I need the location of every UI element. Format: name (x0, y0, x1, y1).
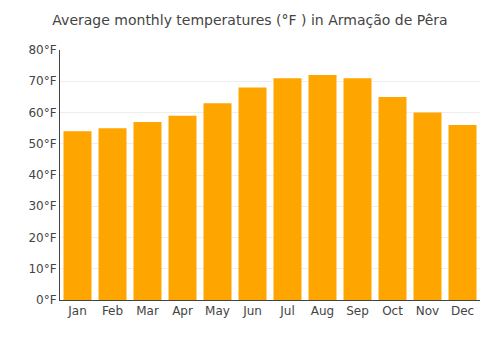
svg-text:May: May (205, 304, 230, 318)
svg-text:Jun: Jun (242, 304, 262, 318)
svg-text:20°F: 20°F (28, 231, 56, 245)
svg-text:60°F: 60°F (28, 106, 56, 120)
svg-text:50°F: 50°F (28, 137, 56, 151)
svg-text:30°F: 30°F (28, 199, 56, 213)
svg-text:Mar: Mar (136, 304, 159, 318)
svg-text:Feb: Feb (102, 304, 123, 318)
svg-text:10°F: 10°F (28, 262, 56, 276)
svg-text:Average monthly temperatures (: Average monthly temperatures (°F ) in Ar… (52, 12, 447, 28)
svg-text:Apr: Apr (172, 304, 193, 318)
svg-text:Nov: Nov (416, 304, 439, 318)
svg-text:Dec: Dec (451, 304, 474, 318)
svg-text:Sep: Sep (346, 304, 369, 318)
svg-text:0°F: 0°F (36, 293, 57, 307)
svg-text:Aug: Aug (311, 304, 334, 318)
svg-text:Oct: Oct (382, 304, 403, 318)
svg-text:70°F: 70°F (28, 74, 56, 88)
svg-text:Jul: Jul (279, 304, 294, 318)
svg-text:80°F: 80°F (28, 43, 56, 57)
svg-text:40°F: 40°F (28, 168, 56, 182)
svg-text:Jan: Jan (67, 304, 87, 318)
